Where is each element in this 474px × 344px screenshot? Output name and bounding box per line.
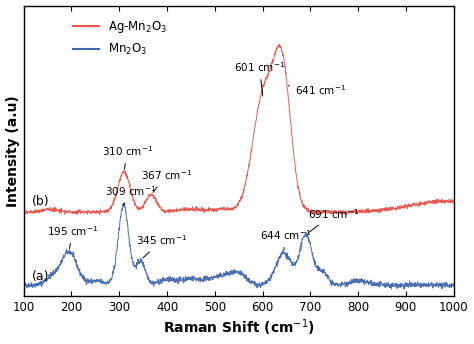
X-axis label: Raman Shift (cm$^{-1}$): Raman Shift (cm$^{-1}$)	[163, 318, 315, 338]
Text: 641 cm$^{-1}$: 641 cm$^{-1}$	[288, 83, 346, 97]
Text: 601 cm$^{-1}$: 601 cm$^{-1}$	[234, 60, 285, 96]
Text: (b): (b)	[32, 195, 50, 208]
Text: 367 cm$^{-1}$: 367 cm$^{-1}$	[141, 168, 192, 192]
Text: 345 cm$^{-1}$: 345 cm$^{-1}$	[137, 234, 188, 258]
Text: 691 cm$^{-1}$: 691 cm$^{-1}$	[308, 207, 359, 233]
Text: 644 cm$^{-1}$: 644 cm$^{-1}$	[260, 228, 311, 250]
Text: 195 cm$^{-1}$: 195 cm$^{-1}$	[46, 224, 98, 249]
Y-axis label: Intensity (a.u): Intensity (a.u)	[6, 95, 19, 206]
Text: (a): (a)	[32, 270, 50, 283]
Legend: Ag-Mn$_2$O$_3$, Mn$_2$O$_3$: Ag-Mn$_2$O$_3$, Mn$_2$O$_3$	[68, 14, 172, 62]
Text: 310 cm$^{-1}$: 310 cm$^{-1}$	[101, 144, 153, 169]
Text: 309 cm$^{-1}$: 309 cm$^{-1}$	[105, 184, 156, 205]
